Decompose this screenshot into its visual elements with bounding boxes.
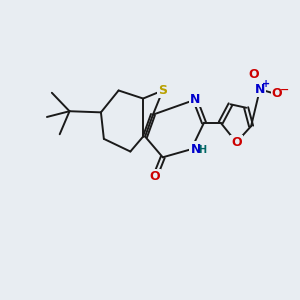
Text: O: O: [272, 87, 282, 101]
Text: N: N: [190, 93, 200, 106]
Text: S: S: [158, 84, 167, 97]
Text: O: O: [249, 68, 259, 81]
Text: N: N: [190, 143, 201, 156]
Text: O: O: [150, 170, 160, 183]
Text: O: O: [231, 136, 242, 149]
Text: −: −: [280, 85, 289, 94]
Text: N: N: [255, 83, 265, 96]
Text: H: H: [198, 146, 206, 155]
Text: +: +: [262, 79, 271, 89]
